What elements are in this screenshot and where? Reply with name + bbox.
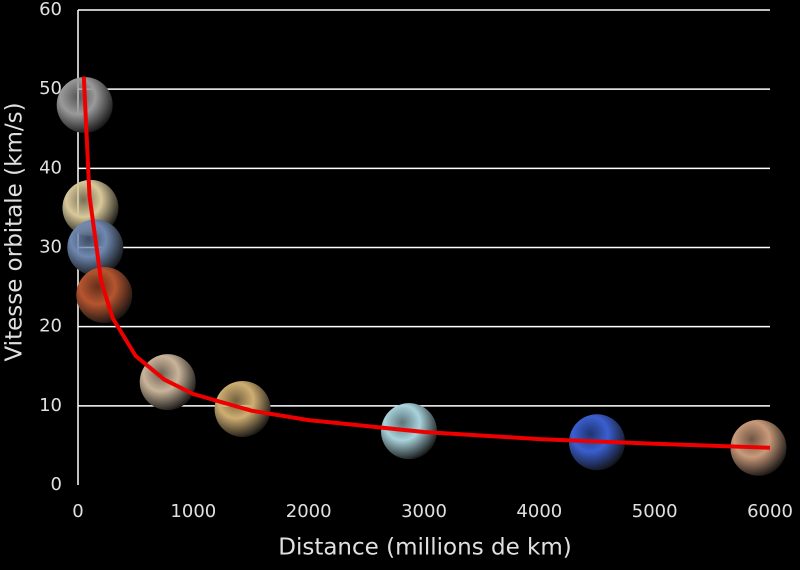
fit-curve	[81, 76, 771, 450]
y-tick-label: 40	[39, 157, 62, 178]
y-tick-label: 0	[51, 474, 62, 495]
x-tick-label: 1000	[170, 501, 216, 522]
x-tick-label: 3000	[401, 501, 447, 522]
x-tick-label: 4000	[516, 501, 562, 522]
y-tick-label: 30	[39, 237, 62, 258]
x-tick-label: 5000	[632, 501, 678, 522]
x-tick-label: 2000	[286, 501, 332, 522]
y-tick-label: 50	[39, 78, 62, 99]
y-tick-label: 10	[39, 395, 62, 416]
x-axis-label: Distance (millions de km)	[278, 535, 572, 561]
x-tick-label: 0	[72, 501, 83, 522]
y-tick-label: 20	[39, 316, 62, 337]
y-tick-label: 60	[39, 0, 62, 20]
y-axis-label: Vitesse orbitale (km/s)	[2, 102, 28, 361]
x-tick-label: 6000	[747, 501, 793, 522]
grid	[78, 9, 770, 407]
